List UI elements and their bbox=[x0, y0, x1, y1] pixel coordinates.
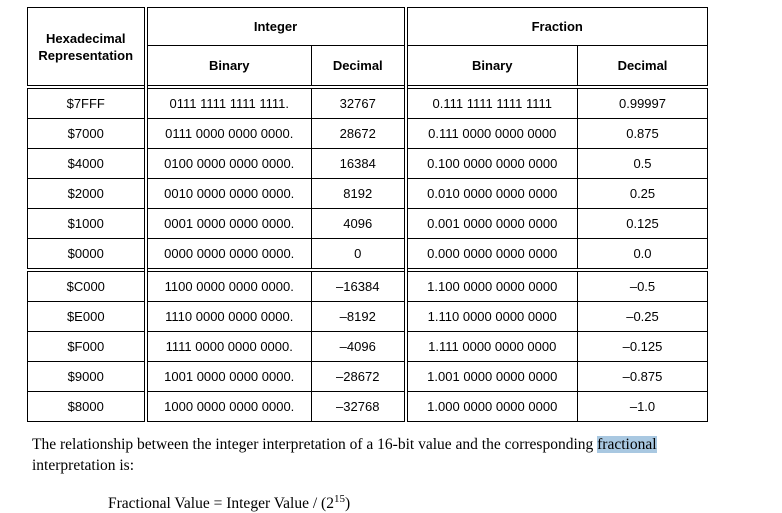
cell-fraction-decimal: 0.0 bbox=[577, 238, 708, 271]
formula-base: Fractional Value = Integer Value / (2 bbox=[108, 495, 334, 513]
highlighted-word-fractional: fractional bbox=[597, 436, 657, 453]
cell-fraction-decimal: –0.875 bbox=[577, 361, 708, 392]
cell-integer-decimal: –8192 bbox=[311, 301, 406, 332]
table-row: $8000 1000 0000 0000 0000. –32768 1.000 … bbox=[27, 391, 708, 422]
cell-integer-decimal: –16384 bbox=[311, 268, 406, 302]
paragraph-relationship: The relationship between the integer int… bbox=[32, 434, 782, 476]
cell-fraction-decimal: 0.875 bbox=[577, 118, 708, 149]
cell-fraction-binary: 0.100 0000 0000 0000 bbox=[403, 148, 578, 179]
table-row: $7FFF 0111 1111 1111 1111. 32767 0.111 1… bbox=[27, 85, 708, 119]
column-header-integer-binary: Binary bbox=[143, 45, 312, 88]
table-row: $9000 1001 0000 0000 0000. –28672 1.001 … bbox=[27, 361, 708, 392]
header-row-groups: Hexadecimal Representation Integer Fract… bbox=[27, 7, 708, 88]
column-header-fraction-binary: Binary bbox=[403, 45, 578, 88]
cell-integer-binary: 1100 0000 0000 0000. bbox=[143, 268, 312, 302]
cell-fraction-binary: 0.000 0000 0000 0000 bbox=[403, 238, 578, 271]
header-row-subcolumns: Binary Decimal Binary Decimal bbox=[28, 45, 708, 88]
cell-integer-decimal: –28672 bbox=[311, 361, 406, 392]
formula-close: ) bbox=[344, 495, 351, 513]
cell-fraction-decimal: 0.99997 bbox=[577, 85, 708, 119]
cell-integer-decimal: 16384 bbox=[311, 148, 406, 179]
paragraph-line2-text: interpretation is: bbox=[32, 457, 135, 474]
cell-hex: $1000 bbox=[27, 208, 146, 239]
column-group-fraction: Fraction bbox=[403, 7, 708, 46]
cell-integer-decimal: 0 bbox=[311, 238, 406, 271]
cell-fraction-binary: 1.000 0000 0000 0000 bbox=[403, 391, 578, 422]
cell-integer-decimal: –32768 bbox=[311, 391, 406, 422]
cell-hex: $9000 bbox=[27, 361, 146, 392]
cell-fraction-decimal: 0.125 bbox=[577, 208, 708, 239]
table-row: $C000 1100 0000 0000 0000. –16384 1.100 … bbox=[27, 268, 708, 302]
cell-integer-binary: 1111 0000 0000 0000. bbox=[143, 331, 312, 362]
cell-fraction-binary: 1.111 0000 0000 0000 bbox=[403, 331, 578, 362]
cell-fraction-decimal: 0.25 bbox=[577, 178, 708, 209]
cell-integer-decimal: 4096 bbox=[311, 208, 406, 239]
cell-fraction-binary: 0.111 1111 1111 1111 bbox=[403, 85, 578, 119]
table-row: $F000 1111 0000 0000 0000. –4096 1.111 0… bbox=[27, 331, 708, 362]
cell-hex: $2000 bbox=[27, 178, 146, 209]
cell-integer-decimal: 28672 bbox=[311, 118, 406, 149]
paragraph-line1-text: The relationship between the integer int… bbox=[32, 436, 598, 453]
column-header-integer-decimal: Decimal bbox=[311, 45, 406, 88]
cell-integer-binary: 0100 0000 0000 0000. bbox=[143, 148, 312, 179]
cell-hex: $F000 bbox=[27, 331, 146, 362]
cell-fraction-binary: 0.010 0000 0000 0000 bbox=[403, 178, 578, 209]
cell-hex: $8000 bbox=[27, 391, 146, 422]
cell-fraction-decimal: –0.5 bbox=[577, 268, 708, 302]
table-row: $2000 0010 0000 0000 0000. 8192 0.010 00… bbox=[27, 178, 708, 209]
cell-integer-binary: 1001 0000 0000 0000. bbox=[143, 361, 312, 392]
column-header-hexadecimal: Hexadecimal Representation bbox=[27, 7, 146, 88]
cell-fraction-binary: 0.001 0000 0000 0000 bbox=[403, 208, 578, 239]
cell-integer-binary: 1110 0000 0000 0000. bbox=[143, 301, 312, 332]
cell-fraction-decimal: –0.25 bbox=[577, 301, 708, 332]
cell-fraction-decimal: –1.0 bbox=[577, 391, 708, 422]
cell-fraction-decimal: –0.125 bbox=[577, 331, 708, 362]
cell-hex: $7000 bbox=[27, 118, 146, 149]
table-row: $7000 0111 0000 0000 0000. 28672 0.111 0… bbox=[27, 118, 708, 149]
conversion-table: Hexadecimal Representation Integer Fract… bbox=[27, 7, 708, 422]
cell-fraction-binary: 1.001 0000 0000 0000 bbox=[403, 361, 578, 392]
fractional-value-formula: Fractional Value = Integer Value / (215) bbox=[108, 493, 782, 513]
cell-fraction-binary: 1.100 0000 0000 0000 bbox=[403, 268, 578, 302]
cell-integer-binary: 0000 0000 0000 0000. bbox=[143, 238, 312, 271]
table-row: $0000 0000 0000 0000 0000. 0 0.000 0000 … bbox=[27, 238, 708, 271]
column-header-fraction-decimal: Decimal bbox=[577, 45, 708, 88]
cell-hex: $0000 bbox=[27, 238, 146, 271]
table-row: $E000 1110 0000 0000 0000. –8192 1.110 0… bbox=[27, 301, 708, 332]
cell-fraction-binary: 1.110 0000 0000 0000 bbox=[403, 301, 578, 332]
cell-integer-binary: 0111 1111 1111 1111. bbox=[143, 85, 312, 119]
cell-hex: $E000 bbox=[27, 301, 146, 332]
cell-integer-decimal: 8192 bbox=[311, 178, 406, 209]
cell-fraction-decimal: 0.5 bbox=[577, 148, 708, 179]
table-row: $4000 0100 0000 0000 0000. 16384 0.100 0… bbox=[27, 148, 708, 179]
cell-hex: $C000 bbox=[27, 268, 146, 302]
table-row: $1000 0001 0000 0000 0000. 4096 0.001 00… bbox=[27, 208, 708, 239]
cell-fraction-binary: 0.111 0000 0000 0000 bbox=[403, 118, 578, 149]
cell-integer-decimal: 32767 bbox=[311, 85, 406, 119]
formula-exponent: 15 bbox=[333, 493, 345, 505]
cell-integer-binary: 0010 0000 0000 0000. bbox=[143, 178, 312, 209]
cell-integer-binary: 1000 0000 0000 0000. bbox=[143, 391, 312, 422]
column-group-integer: Integer bbox=[143, 7, 406, 46]
cell-integer-decimal: –4096 bbox=[311, 331, 406, 362]
cell-hex: $4000 bbox=[27, 148, 146, 179]
cell-integer-binary: 0111 0000 0000 0000. bbox=[143, 118, 312, 149]
cell-integer-binary: 0001 0000 0000 0000. bbox=[143, 208, 312, 239]
cell-hex: $7FFF bbox=[27, 85, 146, 119]
